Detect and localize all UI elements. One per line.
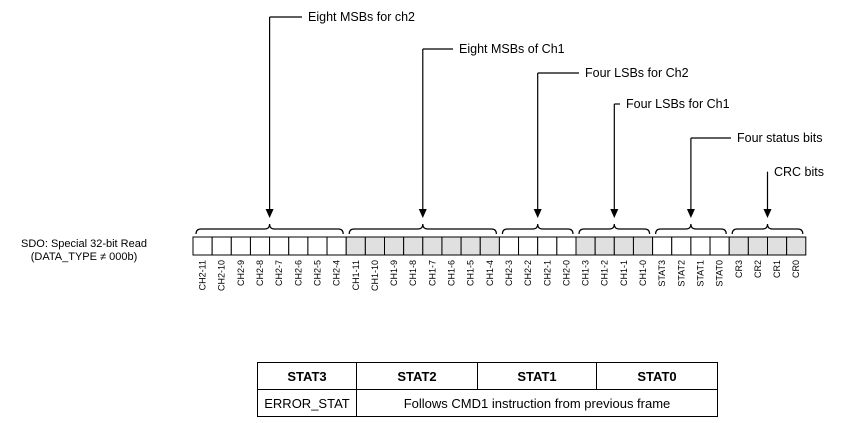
bit-cell-stat0 xyxy=(709,236,730,256)
bit-cell-ch1-6 xyxy=(441,236,462,256)
bit-label-ch2-2: CH2-2 xyxy=(523,260,533,286)
group-callouts: Eight MSBs for ch2 Eight MSBs of Ch1 Four … xyxy=(265,10,824,218)
bit-cell-ch1-3 xyxy=(575,236,596,256)
group-braces xyxy=(195,223,804,235)
bit-cells xyxy=(192,236,807,256)
bit-label-ch2-6: CH2-6 xyxy=(293,260,303,286)
sdo-label-line-2: (DATA_TYPE ≠ 000b) xyxy=(31,251,138,263)
bit-label-ch2-7: CH2-7 xyxy=(274,260,284,286)
bit-cell-ch2-1 xyxy=(537,236,558,256)
bit-cell-ch1-4 xyxy=(479,236,500,256)
callout-label-crc-bits: CRC bits xyxy=(774,165,824,179)
bit-cell-ch1-9 xyxy=(384,236,405,256)
bit-cell-ch1-0 xyxy=(632,236,654,256)
stat2-header: STAT2 xyxy=(356,362,478,390)
bit-cell-ch2-5 xyxy=(307,236,328,256)
bit-cell-stat1 xyxy=(690,236,711,256)
callout-arrow-four-lsbs-for-ch1 xyxy=(610,209,619,218)
bit-label-cr0: CR0 xyxy=(791,260,801,278)
bit-cell-stat2 xyxy=(671,236,692,256)
stat1-header: STAT1 xyxy=(477,362,597,390)
bit-cell-cr1 xyxy=(767,236,788,256)
bit-label-ch1-0: CH1-0 xyxy=(638,260,648,286)
bit-cell-ch1-1 xyxy=(613,236,634,256)
bit-cell-ch2-0 xyxy=(556,236,577,256)
callout-arrow-crc-bits xyxy=(763,209,772,218)
bit-cell-cr3 xyxy=(728,236,749,256)
bit-cell-ch1-5 xyxy=(460,236,481,256)
bit-label-ch1-1: CH1-1 xyxy=(619,260,629,286)
bit-cell-ch1-2 xyxy=(594,236,615,256)
bit-cell-ch2-9 xyxy=(230,236,251,256)
bit-cell-ch1-8 xyxy=(403,236,424,256)
bit-cell-cr2 xyxy=(747,236,768,256)
callout-label-eight-msbs-of-ch1: Eight MSBs of Ch1 xyxy=(459,42,565,56)
bit-label-ch2-0: CH2-0 xyxy=(561,260,571,286)
callout-arrow-eight-msbs-of-ch1 xyxy=(418,209,427,218)
callout-arrow-eight-msbs-for-ch2 xyxy=(265,209,274,218)
group-brace-crc-bits xyxy=(731,223,804,235)
bit-label-ch2-4: CH2-4 xyxy=(332,260,342,286)
bit-label-cr1: CR1 xyxy=(772,260,782,278)
bit-label-ch2-5: CH2-5 xyxy=(312,260,322,286)
bit-label-stat3: STAT3 xyxy=(657,260,667,287)
bit-label-ch2-1: CH2-1 xyxy=(542,260,552,286)
bit-label-ch1-4: CH1-4 xyxy=(485,260,495,286)
bit-cell-ch2-11 xyxy=(192,236,213,256)
stat3-value: ERROR_STAT xyxy=(257,389,357,417)
bit-cell-ch2-2 xyxy=(518,236,539,256)
callout-label-four-status-bits: Four status bits xyxy=(737,131,822,145)
group-brace-four-lsbs-for-ch2 xyxy=(501,223,574,235)
bit-label-ch2-11: CH2-11 xyxy=(198,260,208,290)
bit-label-ch2-9: CH2-9 xyxy=(236,260,246,286)
bit-label-ch1-9: CH1-9 xyxy=(389,260,399,286)
callout-arrow-four-lsbs-for-ch2 xyxy=(533,209,542,218)
bit-cell-ch1-10 xyxy=(364,236,386,256)
table-header-row: STAT3 STAT2 STAT1 STAT0 xyxy=(257,362,718,390)
bit-label-ch1-10: CH1-10 xyxy=(370,260,380,291)
bit-label-ch2-8: CH2-8 xyxy=(255,260,265,286)
bit-cell-ch2-6 xyxy=(288,236,309,256)
table-row: ERROR_STAT Follows CMD1 instruction from… xyxy=(257,389,718,417)
stat3-header: STAT3 xyxy=(257,362,357,390)
bit-labels: CH2-11 CH2-10 CH2-9 CH2-8 CH2-7 CH2-6 CH2-5 CH2… xyxy=(198,260,802,291)
group-brace-four-lsbs-for-ch1 xyxy=(578,223,651,235)
bit-cell-ch2-10 xyxy=(211,236,232,256)
bit-label-stat1: STAT1 xyxy=(695,260,705,287)
bit-cell-ch2-8 xyxy=(249,236,271,256)
bit-label-ch1-5: CH1-5 xyxy=(466,260,476,286)
bit-label-ch2-10: CH2-10 xyxy=(217,260,227,291)
group-brace-eight-msbs-of-ch1 xyxy=(348,223,497,235)
status-bits-table: STAT3 STAT2 STAT1 STAT0 ERROR_STAT Follo… xyxy=(257,362,718,417)
bit-cell-ch1-7 xyxy=(422,236,443,256)
bit-label-ch1-2: CH1-2 xyxy=(600,260,610,286)
callout-arrow-four-status-bits xyxy=(686,209,695,218)
bit-cell-ch1-11 xyxy=(345,236,366,256)
bit-label-ch1-11: CH1-11 xyxy=(351,260,361,290)
bit-label-ch1-3: CH1-3 xyxy=(581,260,591,286)
callout-label-eight-msbs-for-ch2: Eight MSBs for ch2 xyxy=(308,10,415,24)
callout-label-four-lsbs-for-ch2: Four LSBs for Ch2 xyxy=(585,66,689,80)
bit-label-ch2-3: CH2-3 xyxy=(504,260,514,286)
bit-cell-ch2-4 xyxy=(326,236,347,256)
bit-cell-ch2-7 xyxy=(269,236,290,256)
bit-label-ch1-7: CH1-7 xyxy=(427,260,437,286)
bit-cell-stat3 xyxy=(652,236,673,256)
bit-label-stat2: STAT2 xyxy=(676,260,686,287)
bit-cell-ch2-3 xyxy=(498,236,520,256)
stat-follows-cmd1-value: Follows CMD1 instruction from previous f… xyxy=(356,389,718,417)
stat0-header: STAT0 xyxy=(596,362,718,390)
group-brace-four-status-bits xyxy=(655,223,727,235)
callout-label-four-lsbs-for-ch1: Four LSBs for Ch1 xyxy=(626,97,730,111)
bit-label-cr3: CR3 xyxy=(734,260,744,278)
bit-label-cr2: CR2 xyxy=(753,260,763,278)
bit-label-ch1-6: CH1-6 xyxy=(447,260,457,286)
bit-label-stat0: STAT0 xyxy=(715,260,725,287)
sdo-label-line-1: SDO: Special 32-bit Read xyxy=(21,238,147,250)
group-brace-eight-msbs-for-ch2 xyxy=(195,223,344,235)
bit-label-ch1-8: CH1-8 xyxy=(408,260,418,286)
bit-cell-cr0 xyxy=(786,236,807,256)
